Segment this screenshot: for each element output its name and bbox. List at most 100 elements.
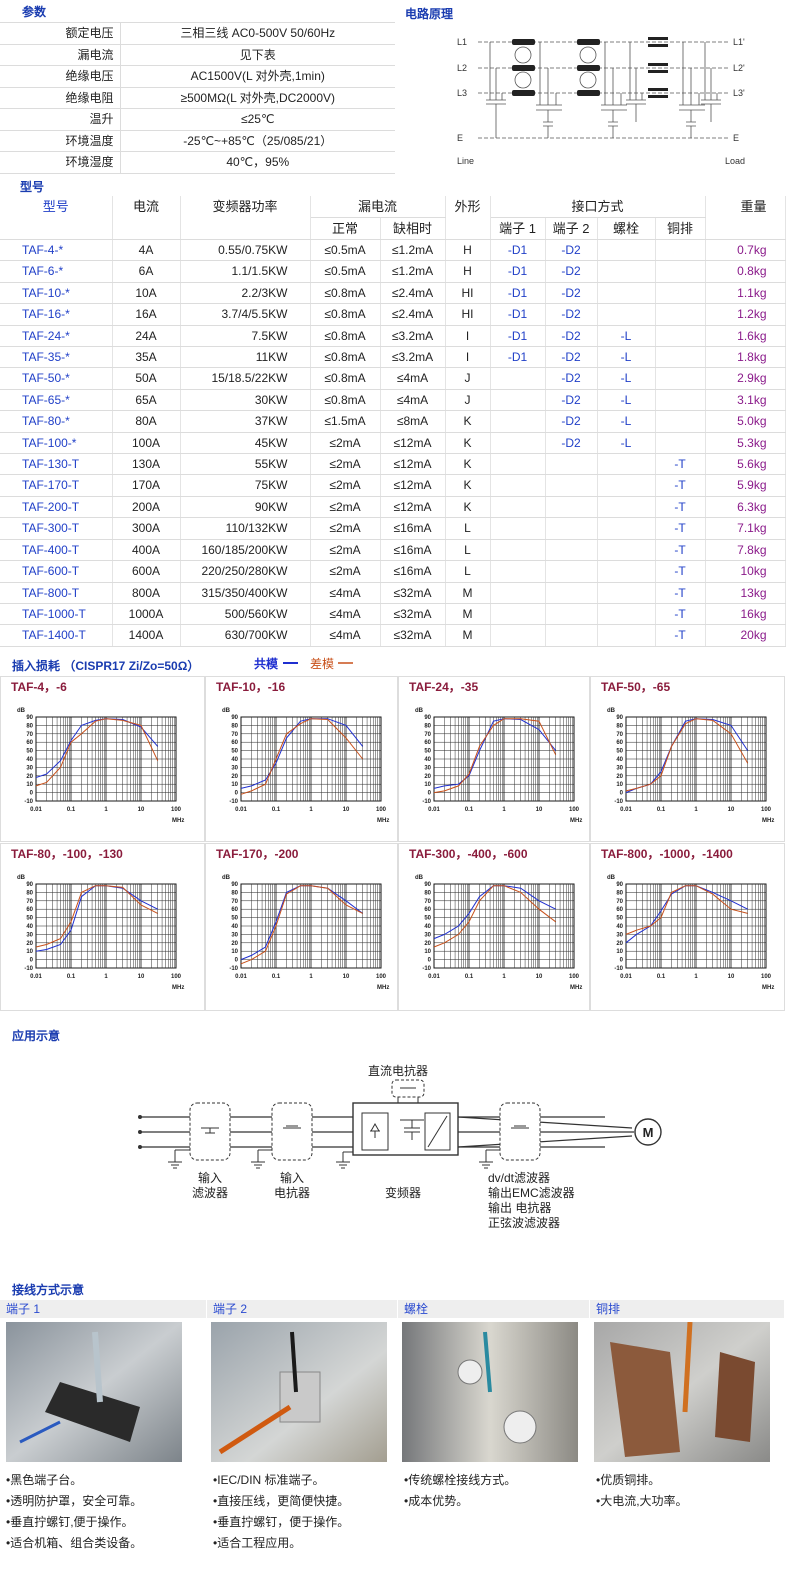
- x-axis-label: MHz: [570, 985, 582, 991]
- param-name: 绝缘电阻: [0, 87, 121, 109]
- diagram-label: dv/dt滤波器: [488, 1171, 550, 1185]
- column-header: 端子 1: [0, 1300, 207, 1318]
- x-tick-label: 0.1: [67, 974, 76, 980]
- model-cell: -D2: [545, 239, 598, 262]
- x-axis-label: MHz: [762, 985, 774, 991]
- model-cell: [655, 303, 706, 326]
- application-diagram: 直流电抗器 输入 滤波器 输入 电抗器 变频器 M dv/dt滤波器 输出EMC…: [138, 1063, 662, 1230]
- y-tick-label: -10: [422, 966, 431, 972]
- model-cell: 80A: [112, 410, 181, 433]
- model-cell: [655, 410, 706, 433]
- circuit-label: Load: [725, 156, 745, 166]
- y-tick-label: 40: [231, 924, 238, 930]
- chart-title: TAF-80，-100，-130: [11, 847, 123, 861]
- model-cell: [490, 603, 546, 626]
- y-axis-label: dB: [222, 875, 231, 881]
- diagram-label: 直流电抗器: [368, 1063, 428, 1078]
- model-row: TAF-65-* 65A 30KW ≤0.8mA ≤4mA J -D2 -L 3.1kg: [0, 389, 786, 412]
- y-tick-label: -10: [24, 799, 33, 805]
- model-cell: [597, 282, 656, 305]
- chart: TAF-50，-65 dB MHz -10 0 10 20 30 40 50 60 70 80 90 0.0…: [590, 676, 785, 842]
- y-tick-label: 90: [616, 715, 623, 721]
- y-tick-label: 20: [26, 941, 33, 947]
- column-header: 螺栓: [398, 1300, 590, 1318]
- model-cell: J: [445, 389, 491, 412]
- model-cell: 130A: [112, 453, 181, 476]
- y-tick-label: 30: [424, 765, 431, 771]
- model-cell: 0.7kg: [705, 239, 786, 262]
- model-row: TAF-35-* 35A 11KW ≤0.8mA ≤3.2mA I -D1 -D2 -L 1.8k…: [0, 346, 786, 369]
- y-tick-label: 30: [424, 932, 431, 938]
- y-tick-label: 60: [424, 907, 431, 913]
- circuit-label: E: [733, 133, 739, 143]
- chart-title: TAF-170，-200: [216, 847, 299, 861]
- model-cell: K: [445, 496, 491, 519]
- model-cell: ≤32mA: [380, 603, 446, 626]
- model-cell: ≤12mA: [380, 432, 446, 455]
- model-cell: [490, 582, 546, 604]
- model-cell: [655, 260, 706, 283]
- x-axis-label: MHz: [570, 818, 582, 824]
- model-cell: ≤12mA: [380, 453, 446, 476]
- x-tick-label: 0.01: [235, 974, 247, 980]
- y-tick-label: 90: [616, 882, 623, 888]
- section-title: 插入损耗 （CISPR17 Zi/Zo=50Ω）: [12, 659, 200, 673]
- model-cell: ≤3.2mA: [380, 325, 446, 348]
- y-axis-label: dB: [17, 708, 26, 714]
- model-cell: TAF-50-*: [0, 367, 113, 390]
- model-cell: ≤2.4mA: [380, 282, 446, 305]
- y-tick-label: 60: [26, 740, 33, 746]
- model-cell: [597, 603, 656, 626]
- model-cell: 11KW: [180, 346, 311, 369]
- circuit-label: E: [457, 133, 463, 143]
- model-row: TAF-10-* 10A 2.2/3KW ≤0.8mA ≤2.4mA HI -D1 -D2 1.…: [0, 282, 786, 305]
- model-cell: -L: [597, 389, 656, 412]
- param-name: 绝缘电压: [0, 65, 121, 88]
- model-cell: K: [445, 432, 491, 455]
- y-tick-label: 50: [26, 916, 33, 922]
- loss-curve: [433, 885, 556, 940]
- y-tick-label: -10: [24, 966, 33, 972]
- circuit-label: L2': [733, 63, 745, 73]
- model-cell: -L: [597, 325, 656, 348]
- model-cell: TAF-65-*: [0, 389, 113, 412]
- model-row: TAF-6-* 6A 1.1/1.5KW ≤0.5mA ≤1.2mA H -D1 -D2 0.8…: [0, 260, 786, 283]
- x-tick-label: 0.1: [465, 807, 474, 813]
- feature-item: •适合机箱、组合类设备。: [6, 1536, 143, 1550]
- model-cell: TAF-200-T: [0, 496, 113, 519]
- column-header: 变频器功率: [180, 196, 311, 240]
- y-tick-label: 70: [26, 899, 33, 905]
- model-cell: [655, 367, 706, 390]
- x-tick-label: 100: [569, 974, 580, 980]
- x-tick-label: 100: [171, 974, 182, 980]
- model-cell: 6.3kg: [705, 496, 786, 519]
- y-tick-label: 40: [424, 924, 431, 930]
- y-tick-label: 0: [235, 791, 239, 797]
- circuit-label: L3: [457, 88, 467, 98]
- model-cell: HI: [445, 303, 491, 326]
- model-cell: 16A: [112, 303, 181, 326]
- model-cell: [597, 496, 656, 519]
- y-tick-label: 10: [26, 949, 33, 955]
- y-tick-label: 70: [616, 732, 623, 738]
- loss-curve: [433, 885, 557, 948]
- param-value: 三相三线 AC0-500V 50/60Hz: [120, 22, 396, 45]
- y-tick-label: 10: [231, 949, 238, 955]
- legend-label: 差模: [310, 657, 334, 671]
- x-tick-label: 10: [728, 807, 735, 813]
- y-tick-label: 30: [616, 932, 623, 938]
- y-tick-label: 50: [231, 749, 238, 755]
- model-cell: -D1: [490, 325, 546, 348]
- model-cell: 1.2kg: [705, 303, 786, 326]
- model-cell: ≤4mA: [310, 624, 381, 647]
- feature-item: •透明防护罩，安全可靠。: [6, 1494, 143, 1508]
- model-cell: ≤1.2mA: [380, 239, 446, 262]
- y-tick-label: 10: [616, 949, 623, 955]
- loss-curve: [240, 718, 364, 795]
- column-header: 漏电流: [310, 196, 446, 218]
- y-axis-label: dB: [415, 875, 424, 881]
- model-cell: -T: [655, 624, 706, 647]
- x-tick-label: 0.1: [657, 807, 666, 813]
- x-tick-label: 0.01: [428, 974, 440, 980]
- model-cell: -D1: [490, 282, 546, 305]
